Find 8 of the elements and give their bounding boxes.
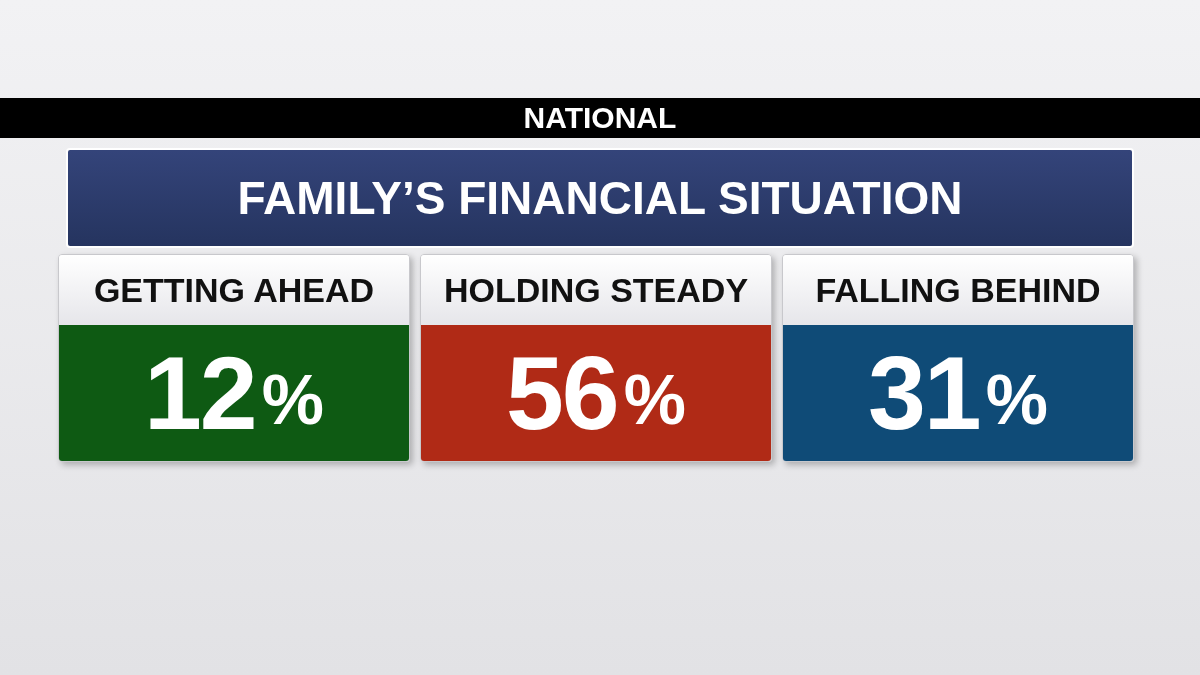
data-label: 12% [144,333,324,453]
text: FAMILY’S FINANCIAL SITUATION [66,148,1134,248]
data-label: 31% [868,333,1048,453]
category-label: HOLDING STEADY [421,255,771,325]
category-label: GETTING AHEAD [59,255,409,325]
data-label: 56% [506,333,686,453]
category-label: FALLING BEHIND [783,255,1133,325]
text: NATIONAL [0,98,1200,138]
